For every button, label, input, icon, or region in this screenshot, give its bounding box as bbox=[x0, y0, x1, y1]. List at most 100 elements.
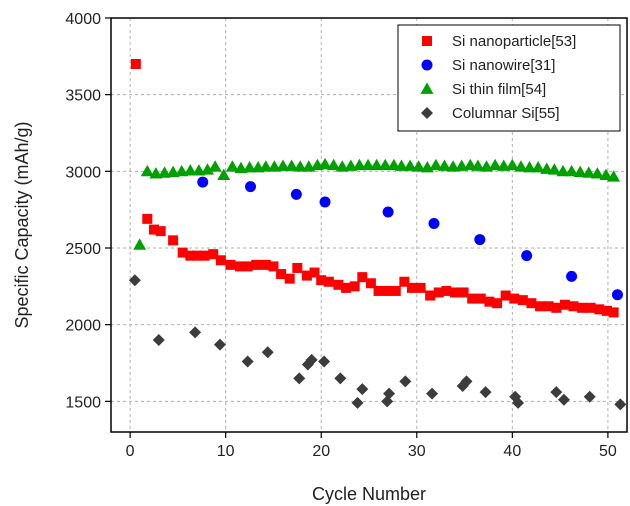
x-tick-label: 0 bbox=[126, 443, 135, 460]
series-4 bbox=[128, 274, 627, 411]
data-point bbox=[208, 160, 222, 172]
data-point bbox=[201, 163, 215, 175]
x-tick-label: 50 bbox=[599, 443, 617, 460]
data-point bbox=[426, 387, 439, 400]
data-point bbox=[158, 166, 172, 178]
data-point bbox=[259, 160, 273, 172]
data-point bbox=[292, 262, 303, 273]
data-point bbox=[383, 387, 396, 400]
data-point bbox=[383, 285, 394, 296]
data-point bbox=[479, 386, 492, 399]
data-point bbox=[531, 161, 545, 173]
data-point bbox=[197, 176, 209, 188]
data-point bbox=[285, 159, 299, 171]
x-tick-label: 30 bbox=[408, 443, 426, 460]
data-point bbox=[267, 160, 281, 172]
data-point bbox=[199, 250, 210, 261]
data-point bbox=[599, 168, 613, 181]
data-point bbox=[585, 302, 596, 313]
data-points bbox=[128, 59, 627, 411]
data-point bbox=[568, 301, 579, 312]
data-point bbox=[390, 285, 401, 296]
data-point bbox=[242, 261, 253, 272]
data-point bbox=[497, 159, 511, 171]
series-1 bbox=[130, 59, 619, 318]
data-point bbox=[316, 275, 327, 286]
data-point bbox=[523, 161, 537, 173]
data-point bbox=[415, 282, 426, 293]
data-point bbox=[225, 160, 239, 172]
data-point bbox=[290, 188, 302, 200]
legend-marker bbox=[422, 36, 432, 46]
data-point bbox=[344, 159, 358, 171]
x-tick-label: 10 bbox=[217, 443, 235, 460]
legend-label: Columnar Si[55] bbox=[452, 105, 560, 122]
data-point bbox=[323, 276, 334, 287]
data-point bbox=[556, 164, 570, 177]
data-point bbox=[352, 158, 366, 171]
data-point bbox=[566, 270, 578, 282]
data-point bbox=[559, 299, 570, 310]
data-point bbox=[450, 287, 460, 298]
data-point bbox=[492, 298, 503, 309]
data-point bbox=[261, 346, 274, 359]
data-point bbox=[152, 334, 165, 346]
legend-label: Si nanowire[31] bbox=[452, 57, 555, 74]
data-point bbox=[293, 372, 306, 385]
data-point bbox=[500, 290, 511, 301]
data-point bbox=[521, 250, 533, 262]
y-tick-label: 3000 bbox=[65, 164, 101, 181]
data-point bbox=[526, 298, 537, 309]
y-axis-title: Specific Capacity (mAh/g) bbox=[12, 121, 32, 328]
data-point bbox=[505, 158, 519, 171]
data-point bbox=[582, 166, 596, 178]
data-point bbox=[166, 165, 180, 177]
data-point bbox=[318, 355, 331, 368]
data-point bbox=[437, 159, 451, 171]
data-point bbox=[251, 259, 262, 270]
data-point bbox=[149, 167, 163, 179]
data-point bbox=[557, 393, 570, 406]
y-tick-label: 1500 bbox=[65, 394, 101, 411]
data-point bbox=[213, 338, 226, 351]
data-point bbox=[293, 160, 307, 172]
legend-label: Si thin film[54] bbox=[452, 81, 546, 98]
data-point bbox=[399, 375, 412, 388]
data-point bbox=[217, 168, 231, 181]
legend-marker bbox=[421, 107, 433, 119]
data-point bbox=[243, 161, 257, 173]
data-point bbox=[394, 159, 408, 171]
data-point bbox=[370, 158, 384, 171]
data-point bbox=[577, 302, 588, 313]
legend-marker bbox=[421, 59, 433, 71]
y-tick-label: 4000 bbox=[65, 11, 101, 28]
data-point bbox=[177, 247, 188, 258]
data-point bbox=[284, 273, 295, 284]
data-point bbox=[334, 372, 347, 385]
data-point bbox=[335, 160, 349, 172]
data-point bbox=[590, 167, 604, 179]
data-point bbox=[407, 282, 417, 293]
data-point bbox=[614, 398, 627, 411]
data-point bbox=[208, 249, 219, 260]
data-point bbox=[441, 285, 452, 296]
data-point bbox=[225, 259, 236, 270]
data-point bbox=[175, 164, 189, 177]
legend-label: Si nanoparticle[53] bbox=[452, 33, 576, 50]
data-point bbox=[192, 164, 206, 176]
y-tick-label: 2000 bbox=[65, 318, 101, 335]
data-point bbox=[475, 293, 486, 304]
data-point bbox=[327, 158, 341, 171]
data-point bbox=[428, 217, 440, 229]
data-point bbox=[474, 234, 486, 246]
data-point bbox=[301, 270, 312, 281]
data-point bbox=[245, 181, 257, 193]
legend-box bbox=[397, 24, 621, 132]
data-point bbox=[276, 159, 290, 171]
data-point bbox=[130, 59, 141, 69]
data-point bbox=[356, 383, 369, 396]
data-point bbox=[260, 259, 271, 270]
plot-frame bbox=[110, 17, 628, 433]
